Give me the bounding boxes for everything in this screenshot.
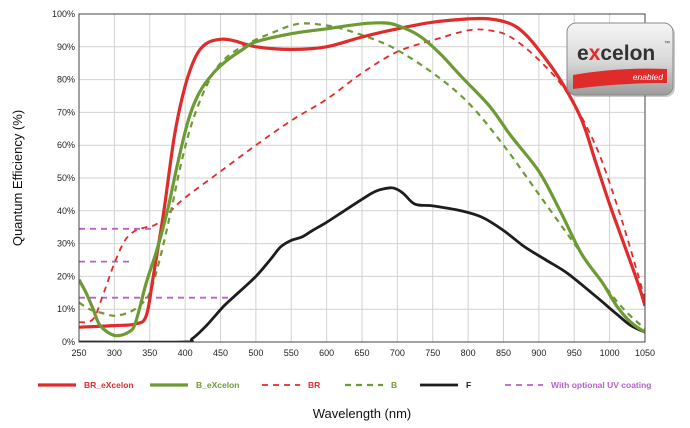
- y-tick-label: 80%: [57, 75, 75, 85]
- x-tick-label: 450: [213, 348, 228, 358]
- logo-wordmark: excelon: [577, 42, 655, 65]
- x-tick-label: 950: [567, 348, 582, 358]
- y-tick-labels: 0% 10% 20% 30% 40% 50% 60% 70% 80% 90% 100%: [52, 9, 75, 347]
- x-tick-label: 650: [354, 348, 369, 358]
- x-tick-label: 500: [248, 348, 263, 358]
- x-tick-label: 550: [284, 348, 299, 358]
- x-tick-label: 700: [390, 348, 405, 358]
- x-tick-labels: 250 300 350 400 450 500 550 600 650 700 750 800 850 9…: [71, 348, 655, 358]
- logo-trademark: ™: [664, 40, 670, 47]
- y-tick-label: 70%: [57, 107, 75, 117]
- y-tick-label: 20%: [57, 271, 75, 281]
- logo-letter-x: x: [589, 42, 601, 65]
- series-line-br-excelon: [79, 16, 645, 329]
- x-tick-label: 900: [531, 348, 546, 358]
- y-tick-label: 90%: [57, 42, 75, 52]
- x-tick-label: 850: [496, 348, 511, 358]
- y-tick-label: 10%: [57, 304, 75, 314]
- x-tick-label: 250: [71, 348, 86, 358]
- excelon-logo: excelon ™ enabled: [566, 22, 675, 97]
- legend-label-b-excelon: B_eXcelon: [196, 380, 239, 390]
- x-tick-label: 800: [461, 348, 476, 358]
- legend-label-br-excelon: BR_eXcelon: [84, 380, 134, 390]
- y-axis-title: Quantum Efficiency (%): [10, 110, 25, 246]
- x-tick-label: 1000: [600, 348, 620, 358]
- y-tick-label: 30%: [57, 239, 75, 249]
- x-tick-label: 1050: [635, 348, 655, 358]
- plot-frame: [78, 13, 646, 343]
- y-tick-label: 100%: [52, 9, 75, 19]
- series-line-f: [79, 186, 645, 342]
- x-tick-label: 350: [142, 348, 157, 358]
- x-tick-label: 600: [319, 348, 334, 358]
- y-tick-label: 40%: [57, 206, 75, 216]
- legend-label-f: F: [466, 380, 471, 390]
- logo-swoosh: [573, 68, 667, 89]
- series-layer: [79, 16, 645, 342]
- x-axis-title: Wavelength (nm): [313, 406, 412, 421]
- grid-lines: [79, 14, 645, 342]
- legend: BR_eXcelon B_eXcelon BR B F With optional UV …: [38, 380, 652, 390]
- legend-label-b: B: [391, 380, 397, 390]
- legend-label-with-optional-uv-coating: With optional UV coating: [551, 380, 652, 390]
- legend-label-br: BR: [308, 380, 320, 390]
- logo-tagline: enabled: [633, 72, 664, 82]
- y-tick-label: 50%: [57, 173, 75, 183]
- x-tick-label: 300: [107, 348, 122, 358]
- y-tick-label: 0%: [62, 337, 75, 347]
- logo-letter-e: e: [577, 42, 589, 65]
- x-tick-label: 750: [425, 348, 440, 358]
- series-line-b: [79, 22, 645, 330]
- y-tick-label: 60%: [57, 140, 75, 150]
- logo-word-celon: celon: [600, 42, 655, 65]
- x-tick-label: 400: [178, 348, 193, 358]
- series-line-b-excelon: [79, 21, 645, 338]
